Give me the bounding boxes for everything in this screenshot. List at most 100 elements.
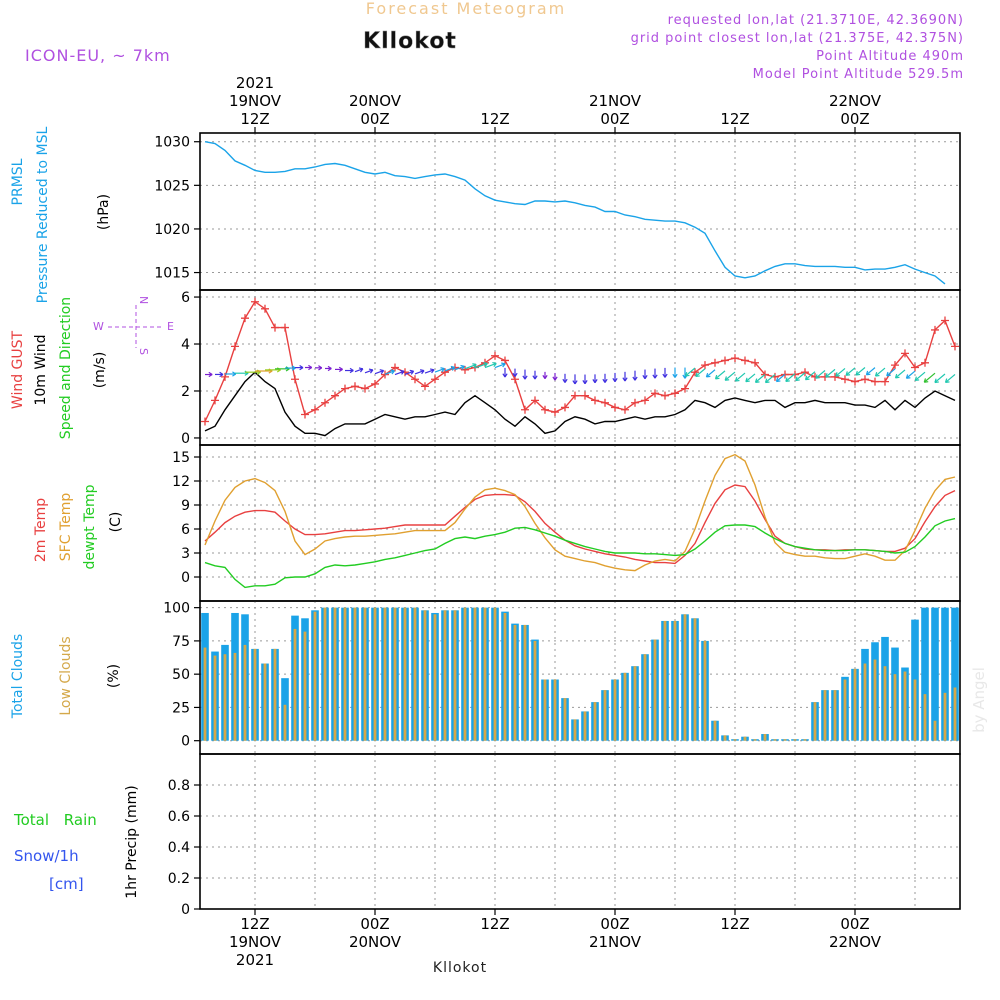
wind-arrow-shaft bbox=[434, 368, 445, 373]
bar-low-cloud bbox=[733, 739, 737, 741]
gust-marker bbox=[631, 398, 639, 407]
info-line-1: requested lon,lat (21.3710E, 42.3690N) bbox=[668, 13, 964, 28]
gust-marker bbox=[231, 342, 239, 351]
wind-arrow-shaft bbox=[454, 365, 465, 371]
compass-north: N bbox=[137, 296, 150, 304]
bar-total-cloud bbox=[951, 607, 959, 741]
bar-low-cloud bbox=[793, 739, 797, 741]
wind-arrow-head bbox=[642, 375, 648, 380]
wind-arrow-head bbox=[450, 365, 456, 371]
ytick-label: 0 bbox=[181, 902, 190, 918]
gust-marker bbox=[841, 375, 849, 384]
wind-arrow-shaft bbox=[414, 370, 425, 375]
gust-marker bbox=[461, 365, 469, 374]
bar-low-cloud bbox=[923, 694, 927, 741]
ytick-label: 0 bbox=[181, 570, 190, 586]
bar-low-cloud bbox=[823, 690, 827, 741]
gust-marker bbox=[201, 417, 209, 426]
wind-arrow-head bbox=[705, 372, 711, 378]
bottom-time-label: 2021 bbox=[236, 951, 274, 969]
bar-low-cloud bbox=[253, 648, 257, 741]
temp-ylabel-3: dewpt Temp bbox=[82, 484, 98, 569]
ytick-label: 50 bbox=[172, 667, 190, 683]
bar-low-cloud bbox=[933, 720, 937, 741]
wind-arrow-shaft bbox=[444, 366, 455, 372]
bar-low-cloud bbox=[583, 711, 587, 741]
wind-arrow-shaft bbox=[706, 369, 716, 378]
clouds-ylabel-3: (%) bbox=[106, 664, 122, 688]
wind-arrow-head bbox=[734, 377, 740, 382]
bottom-time-label: 20NOV bbox=[349, 933, 402, 951]
bar-low-cloud bbox=[673, 620, 677, 741]
wind-arrow-shaft bbox=[484, 362, 497, 369]
gust-marker bbox=[341, 384, 349, 393]
gust-marker bbox=[561, 403, 569, 412]
wind-arrow-head bbox=[429, 368, 435, 374]
bar-low-cloud bbox=[503, 612, 507, 741]
series-line-10m-wind bbox=[204, 371, 956, 437]
top-time-label: 12Z bbox=[240, 110, 269, 128]
gust-marker bbox=[371, 379, 379, 388]
wind-arrow-head bbox=[612, 378, 618, 383]
gust-marker bbox=[391, 363, 399, 372]
bar-low-cloud bbox=[263, 663, 267, 741]
panel-clouds: 0 25 50 75 100 bbox=[163, 600, 961, 755]
wind-arrow-head bbox=[572, 380, 578, 385]
bar-low-cloud bbox=[483, 607, 487, 741]
bar-low-cloud bbox=[293, 628, 297, 741]
ytick-label: 2 bbox=[181, 384, 190, 400]
wind-arrow-head bbox=[460, 364, 465, 370]
bar-low-cloud bbox=[693, 618, 697, 741]
wind-arrow-head bbox=[684, 371, 690, 377]
bar-low-cloud bbox=[433, 614, 437, 741]
clouds-ylabel-1: Total Clouds bbox=[10, 634, 26, 719]
top-time-label: 00Z bbox=[840, 110, 869, 128]
wind-arrow-head bbox=[501, 362, 506, 368]
gust-marker bbox=[421, 382, 429, 391]
gust-marker bbox=[861, 375, 869, 384]
wind-arrow-head bbox=[472, 363, 477, 369]
wind-arrow-head bbox=[923, 378, 929, 383]
gust-marker bbox=[351, 382, 359, 391]
wind-arrow-shaft bbox=[374, 369, 384, 375]
wind-arrow-head bbox=[764, 378, 770, 384]
precip-legend-cm: [cm] bbox=[49, 875, 84, 893]
wind-arrow-shaft bbox=[776, 373, 786, 382]
wind-arrow-head bbox=[308, 364, 313, 371]
ytick-label: 3 bbox=[181, 546, 190, 562]
series-line-dewpt-temp bbox=[204, 517, 956, 589]
model-label: ICON-EU, ~ 7km bbox=[25, 46, 171, 65]
wind-arrow-head bbox=[358, 367, 364, 373]
clouds-ylabel-2: Low Clouds bbox=[58, 636, 74, 715]
top-time-label: 22NOV bbox=[829, 92, 882, 110]
bottom-time-label: 12Z bbox=[720, 915, 749, 933]
wind-arrow-head bbox=[483, 362, 488, 367]
wind-arrow-shaft bbox=[845, 367, 856, 376]
station-title: Kllokot bbox=[363, 29, 457, 54]
gust-marker bbox=[581, 391, 589, 400]
wind-arrow-shaft bbox=[914, 371, 926, 381]
gust-marker bbox=[291, 375, 299, 384]
bar-low-cloud bbox=[883, 666, 887, 741]
gust-marker bbox=[281, 323, 289, 332]
ytick-label: 4 bbox=[181, 337, 190, 353]
ytick-label: 15 bbox=[172, 450, 190, 466]
pressure-ylabels: PRMSL Pressure Reduced to MSL (hPa) bbox=[10, 126, 112, 303]
wind-arrow-shaft bbox=[906, 370, 916, 379]
bar-total-cloud bbox=[931, 607, 939, 741]
ytick-label: 25 bbox=[172, 700, 190, 716]
wind-arrow-shaft bbox=[354, 368, 364, 373]
bar-low-cloud bbox=[903, 671, 907, 741]
series-line-prmsl bbox=[204, 141, 946, 285]
wind-arrow-shaft bbox=[866, 367, 876, 376]
gust-marker bbox=[431, 375, 439, 384]
bar-low-cloud bbox=[223, 654, 227, 741]
wind-arrow-head bbox=[552, 376, 558, 381]
gust-marker bbox=[921, 358, 929, 367]
ytick-label: 0 bbox=[181, 734, 190, 750]
wind-arrow-head bbox=[855, 370, 861, 376]
gust-marker bbox=[661, 391, 669, 400]
bottom-time-label: 00Z bbox=[360, 915, 389, 933]
bar-low-cloud bbox=[663, 620, 667, 741]
wind-arrow-head bbox=[815, 374, 820, 379]
